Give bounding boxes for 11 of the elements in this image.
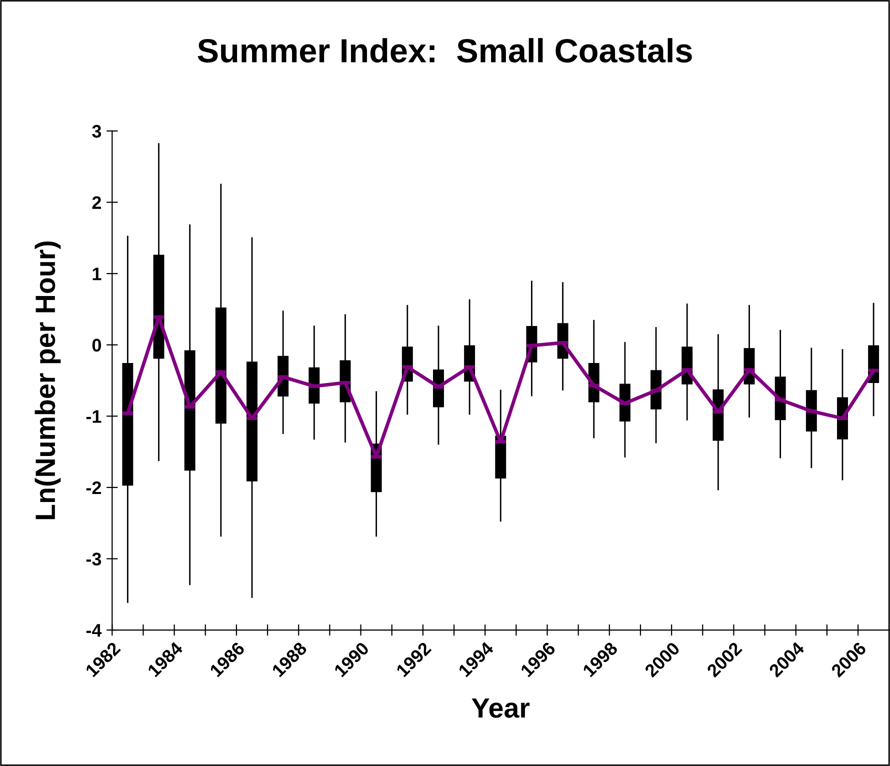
chart-title: Summer Index: Small Coastals — [198, 38, 692, 63]
y-tick-label: -1 — [86, 410, 102, 423]
y-tick-label: 0 — [92, 338, 101, 352]
y-axis-title: Ln(Number per Hour) — [34, 241, 61, 520]
y-tick-label: -4 — [86, 624, 102, 637]
y-tick-label: -3 — [86, 552, 102, 566]
x-axis-title: Year — [472, 698, 530, 718]
y-tick-label: 3 — [92, 124, 102, 138]
y-tick-label: 1 — [92, 268, 102, 280]
y-tick-label: 2 — [92, 196, 101, 209]
y-tick-label: -2 — [86, 481, 101, 494]
